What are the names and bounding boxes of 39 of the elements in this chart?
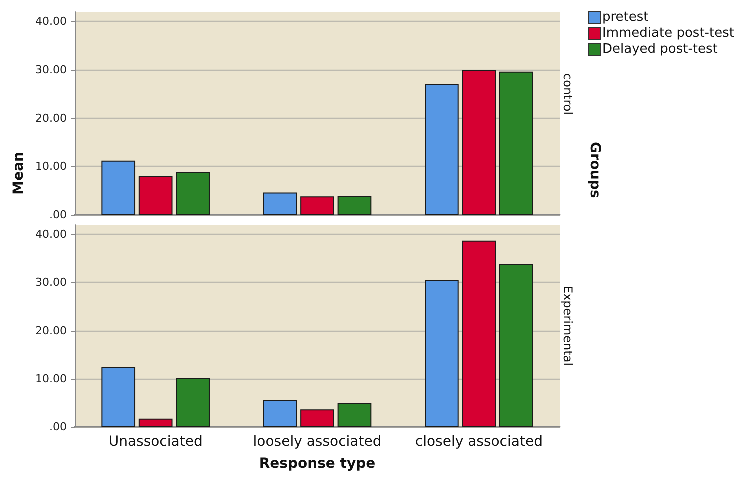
y-tick-label: 30.00 bbox=[36, 64, 67, 76]
x-tick-label: Unassociated bbox=[108, 434, 203, 450]
x-tick-label: loosely associated bbox=[253, 434, 382, 450]
y-tick-label: .00 bbox=[50, 420, 67, 434]
y-tick-label: 30.00 bbox=[36, 276, 67, 290]
bar bbox=[176, 172, 210, 215]
bar bbox=[102, 160, 136, 215]
bar bbox=[138, 176, 173, 215]
bar bbox=[176, 378, 210, 427]
bar bbox=[425, 84, 459, 215]
text: Groups bbox=[587, 142, 603, 198]
bar bbox=[300, 410, 334, 427]
y-tick-label: 20.00 bbox=[36, 324, 67, 338]
bar bbox=[499, 72, 534, 215]
bar bbox=[462, 240, 496, 427]
text: control bbox=[561, 74, 575, 116]
x-tick-label: closely associated bbox=[415, 434, 543, 450]
bar bbox=[102, 367, 136, 427]
bar bbox=[138, 418, 173, 427]
y-tick-label: 10.00 bbox=[36, 160, 67, 174]
bar bbox=[425, 280, 459, 427]
y-tick-label: 10.00 bbox=[36, 372, 67, 386]
bar bbox=[499, 264, 534, 427]
bar bbox=[338, 196, 372, 215]
bar bbox=[263, 192, 298, 215]
y-tick-label: 40.00 bbox=[36, 15, 67, 28]
y-axis-title: Mean bbox=[11, 152, 27, 195]
y-tick-label: 20.00 bbox=[36, 112, 67, 125]
bar bbox=[300, 196, 334, 215]
legend-label: Delayed post-test bbox=[602, 42, 718, 57]
bar bbox=[338, 402, 372, 427]
x-axis-title: Response type bbox=[259, 456, 376, 472]
y-tick-label: 40.00 bbox=[36, 228, 67, 242]
y-tick-label: .00 bbox=[50, 208, 67, 222]
legend-label: Immediate post-test bbox=[602, 26, 734, 41]
legend-label: pretest bbox=[602, 10, 649, 25]
text: Experimental bbox=[561, 286, 575, 366]
bar bbox=[263, 400, 298, 427]
bar bbox=[462, 70, 496, 215]
